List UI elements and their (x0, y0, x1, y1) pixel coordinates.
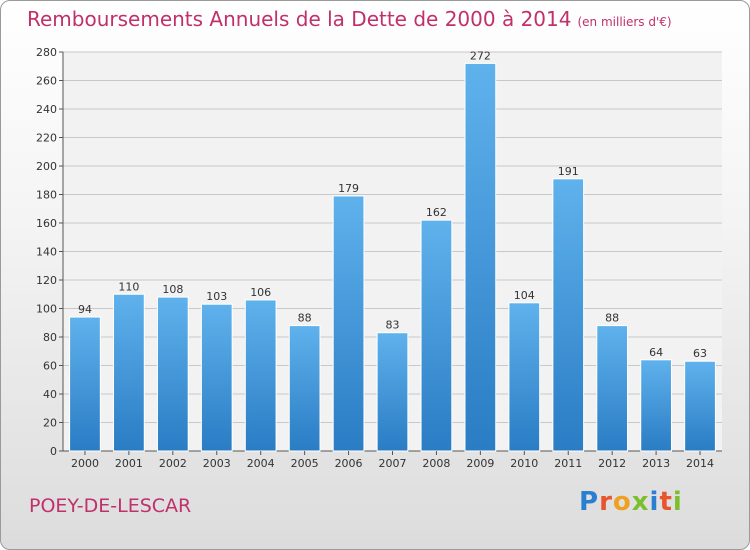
x-tick-label-2004: 2004 (247, 457, 275, 470)
logo-letter-1: r (599, 487, 613, 517)
bar-2009 (464, 62, 497, 452)
logo-letter-2: o (612, 487, 632, 517)
bar-2014 (684, 360, 716, 452)
x-tick-label-2003: 2003 (203, 457, 231, 470)
value-label-2009: 272 (470, 49, 491, 62)
commune-name: POEY-DE-LESCAR (29, 495, 192, 517)
x-tick-label-2007: 2007 (379, 457, 407, 470)
value-label-2008: 162 (426, 206, 447, 219)
y-tick-label-240: 240 (36, 103, 57, 116)
bar-2007 (376, 332, 409, 452)
bar-2003 (200, 303, 233, 452)
value-label-2003: 103 (206, 290, 227, 303)
y-tick-label-40: 40 (43, 388, 57, 401)
y-tick-label-80: 80 (43, 331, 57, 344)
chart-title: Remboursements Annuels de la Dette de 20… (27, 7, 672, 31)
value-label-2013: 64 (649, 346, 663, 359)
chart-title-text: Remboursements Annuels de la Dette de 20… (27, 7, 572, 31)
x-tick-label-2010: 2010 (510, 457, 538, 470)
x-tick-label-2012: 2012 (598, 457, 626, 470)
x-tick-label-2001: 2001 (115, 457, 143, 470)
value-label-2002: 108 (162, 283, 183, 296)
bar-2006 (332, 195, 365, 452)
value-label-2011: 191 (558, 165, 579, 178)
value-label-2000: 94 (78, 303, 92, 316)
y-tick-label-160: 160 (36, 217, 57, 230)
value-label-2010: 104 (514, 289, 535, 302)
value-label-2001: 110 (118, 280, 139, 293)
x-tick-label-2008: 2008 (422, 457, 450, 470)
y-tick-label-60: 60 (43, 360, 57, 373)
y-tick-label-200: 200 (36, 160, 57, 173)
logo-letter-5: t (659, 487, 673, 517)
value-label-2012: 88 (605, 312, 619, 325)
chart-subtitle: (en milliers d'€) (577, 15, 672, 29)
bar-2008 (420, 219, 453, 452)
y-tick-label-220: 220 (36, 132, 57, 145)
y-tick-label-0: 0 (50, 445, 57, 458)
x-tick-label-2011: 2011 (554, 457, 582, 470)
x-tick-label-2009: 2009 (466, 457, 494, 470)
y-tick-label-140: 140 (36, 246, 57, 259)
value-label-2006: 179 (338, 182, 359, 195)
proxiti-logo[interactable]: Proxiti (579, 487, 683, 517)
y-tick-label-120: 120 (36, 274, 57, 287)
x-tick-label-2006: 2006 (335, 457, 363, 470)
y-tick-label-280: 280 (36, 46, 57, 59)
logo-letter-4: i (649, 487, 660, 517)
bar-2010 (508, 302, 541, 452)
bar-2013 (640, 359, 672, 452)
bar-2004 (244, 299, 277, 452)
bar-2001 (113, 293, 145, 452)
bar-2000 (69, 316, 101, 452)
bar-2005 (288, 325, 321, 452)
y-tick-label-20: 20 (43, 417, 57, 430)
logo-letter-3: x (631, 487, 650, 517)
logo-letter-6: i (672, 487, 683, 517)
bar-2002 (156, 296, 189, 452)
y-tick-label-100: 100 (36, 303, 57, 316)
x-tick-label-2005: 2005 (291, 457, 319, 470)
bar-2012 (596, 325, 629, 452)
y-tick-label-260: 260 (36, 75, 57, 88)
x-tick-label-2014: 2014 (686, 457, 714, 470)
x-tick-label-2013: 2013 (642, 457, 670, 470)
bar-2011 (552, 178, 585, 452)
logo-letter-0: P (579, 487, 600, 517)
value-label-2007: 83 (386, 319, 400, 332)
value-label-2004: 106 (250, 286, 271, 299)
value-label-2005: 88 (298, 312, 312, 325)
value-label-2014: 63 (693, 347, 707, 360)
x-tick-label-2002: 2002 (159, 457, 187, 470)
y-tick-label-180: 180 (36, 189, 57, 202)
x-tick-label-2000: 2000 (71, 457, 99, 470)
